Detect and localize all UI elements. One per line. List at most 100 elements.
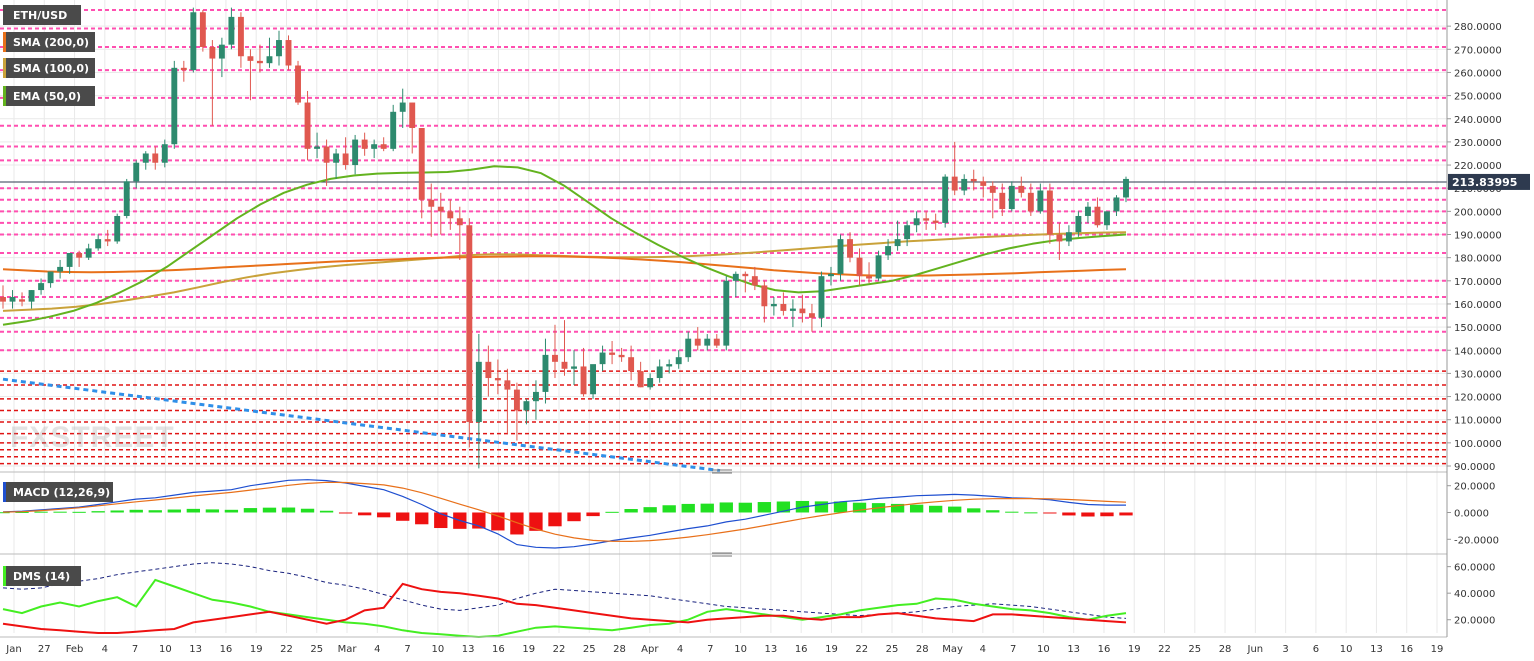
candle-up [1075,215,1082,233]
resize-handle-2[interactable] [712,552,732,557]
x-tick-label: 10 [159,644,172,655]
price-tick-label: 170.0000 [1454,277,1502,288]
x-tick-label: 25 [1188,644,1201,655]
macd-histogram-bar [1081,512,1095,517]
macd-histogram-bar [243,508,258,513]
dms-legend-box [3,566,81,586]
macd-histogram-bar [510,512,524,535]
legend: ETH/USD SMA (200,0) SMA (100,0) EMA (50,0) M… [3,5,113,586]
candle-down [637,371,644,388]
macd-histogram-bar [928,505,943,513]
candle-down [447,211,454,219]
macd-histogram-bar [300,508,315,513]
candle-down [780,303,787,311]
candle-up [1008,185,1015,210]
candle-up [190,12,197,71]
candle-down [257,60,263,64]
candle-up [9,297,16,302]
candle-up [57,266,64,272]
macd-histogram-bar [1062,512,1076,516]
price-tick-label: 140.0000 [1454,346,1502,357]
candle-up [885,246,892,256]
candle-down [989,185,996,193]
macd-histogram-bar [624,509,638,513]
candle-up [723,280,730,346]
candle-down [437,206,444,212]
candle-down [152,153,159,163]
x-tick-label: 27 [38,644,51,655]
macd-histogram-bar [224,509,239,513]
x-tick-label: Feb [66,644,84,655]
legend-box [3,86,95,106]
candle-up [1123,178,1129,198]
macd-histogram-bar [34,511,48,513]
macd-histogram-bar [986,510,1000,513]
x-tick-label: 19 [250,644,263,655]
candle-up [789,308,796,311]
macd-panel-bg [0,477,1447,550]
macd-histogram-bar [205,509,220,513]
candle-up [333,153,340,163]
x-tick-label: 4 [374,644,380,655]
macd-legend-box [3,482,113,502]
macd-legend-label: MACD (12,26,9) [13,486,110,499]
macd-histogram-bar [434,512,448,529]
x-tick-label: 10 [1340,644,1353,655]
x-tick-label: 22 [553,644,566,655]
candle-down [694,338,701,346]
resize-handle-1[interactable] [712,469,732,474]
price-tick-label: 220.0000 [1454,161,1502,172]
candle-down [104,239,111,242]
x-tick-label: 28 [1219,644,1232,655]
macd-histogram-bar [0,512,10,514]
candle-down [856,257,863,277]
macd-histogram-bar [1100,512,1114,517]
x-tick-label: 19 [522,644,535,655]
x-tick-label: 7 [404,644,410,655]
x-tick-label: 19 [825,644,838,655]
macd-histogram-bar [852,502,867,513]
candle-up [1065,232,1072,242]
macd-histogram-bar [148,510,162,513]
x-tick-label: 7 [1010,644,1016,655]
macd-histogram-bar [281,507,296,513]
candle-up [818,276,825,318]
candle-down [932,220,939,223]
candle-down [295,65,301,103]
last-price-label: 213.83995 [1452,176,1517,189]
candle-up [133,162,140,182]
macd-histogram-bar [967,508,981,513]
last-price-badge [1448,173,1530,190]
candle-down [304,102,311,149]
price-tick-label: 180.0000 [1454,254,1502,265]
legend-label: SMA (200,0) [13,36,89,49]
candle-up [590,364,597,395]
candle-up [1113,197,1120,212]
x-tick-label: 13 [189,644,202,655]
candle-down [342,153,349,166]
x-tick-label: Mar [338,644,358,655]
macd-histogram-bar [909,504,924,513]
candle-up [828,273,834,277]
macd-histogram-bar [129,509,143,513]
macd-signal-line [2,481,1127,543]
x-tick-label: 6 [1313,644,1319,655]
macd-histogram-bar [262,507,277,513]
candle-up [390,111,397,149]
macd-histogram-bar [1005,511,1019,513]
dms-panel-bg [0,559,1447,637]
candle-down [513,389,520,411]
x-tick-label: 16 [492,644,505,655]
candle-up [1037,190,1044,212]
candle-up [475,361,482,423]
sma-200-line [2,255,1127,277]
macd-histogram-bar [548,512,562,527]
candle-down [628,357,635,372]
candle-down [742,273,749,277]
x-tick-label: 16 [1400,644,1413,655]
dms-panel [2,562,1127,639]
x-tick-label: 4 [980,644,986,655]
candle-up [685,338,692,358]
